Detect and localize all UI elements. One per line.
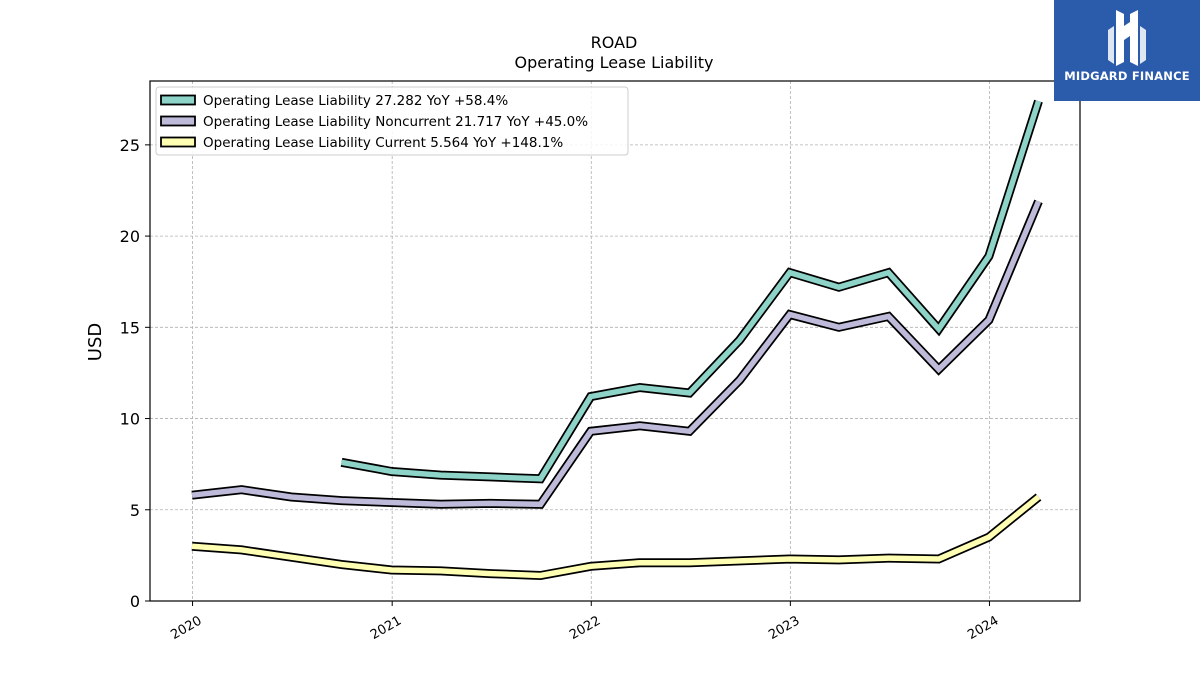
y-tick-label: 10 — [120, 410, 140, 429]
x-tick-label: 2024 — [965, 613, 1001, 643]
legend-item-2: Operating Lease Liability Noncurrent 21.… — [160, 114, 588, 130]
x-axis: 2020 2021 2022 2023 2024 — [168, 601, 1001, 643]
brand-name: MIDGARD FINANCE — [1064, 69, 1190, 83]
legend-swatch — [160, 94, 196, 106]
series-stroke — [191, 494, 1041, 579]
series-group — [191, 99, 1043, 581]
x-tick-label: 2022 — [567, 613, 603, 643]
chart-title: ROAD — [591, 33, 638, 52]
y-tick-label: 20 — [120, 227, 140, 246]
legend-label: Operating Lease Liability Current 5.564 … — [203, 135, 563, 151]
legend-swatch — [160, 136, 196, 148]
x-tick-label: 2020 — [168, 613, 204, 643]
plot-frame — [149, 80, 1081, 602]
y-tick-label: 0 — [130, 592, 140, 611]
midgard-logo-icon — [1108, 10, 1146, 66]
y-tick-label: 5 — [130, 501, 140, 520]
legend-swatch — [160, 115, 196, 127]
grid-lines — [150, 81, 1080, 602]
legend-box — [155, 86, 629, 156]
y-tick-label: 15 — [120, 318, 140, 337]
legend: Operating Lease Liability 27.282 YoY +58… — [155, 86, 629, 156]
x-tick-label: 2021 — [368, 613, 404, 643]
chart-subtitle: Operating Lease Liability — [514, 53, 713, 72]
brand-logo: MIDGARD FINANCE — [1054, 0, 1200, 101]
legend-label: Operating Lease Liability Noncurrent 21.… — [203, 114, 588, 130]
legend-item-3: Operating Lease Liability Current 5.564 … — [160, 135, 563, 151]
series-outline — [191, 199, 1043, 509]
series-line-2 — [191, 199, 1043, 509]
y-tick-label: 25 — [120, 136, 140, 155]
series-line-3 — [191, 493, 1042, 581]
x-tick-label: 2023 — [766, 613, 802, 643]
y-axis-label: USD — [85, 323, 106, 361]
series-stroke — [191, 200, 1042, 508]
series-stroke — [341, 100, 1042, 482]
y-axis: 0 5 10 15 20 25 — [120, 136, 150, 611]
legend-item-1: Operating Lease Liability 27.282 YoY +58… — [160, 93, 508, 109]
legend-label: Operating Lease Liability 27.282 YoY +58… — [203, 93, 508, 109]
series-outline — [340, 99, 1043, 484]
series-line-1 — [340, 99, 1043, 484]
